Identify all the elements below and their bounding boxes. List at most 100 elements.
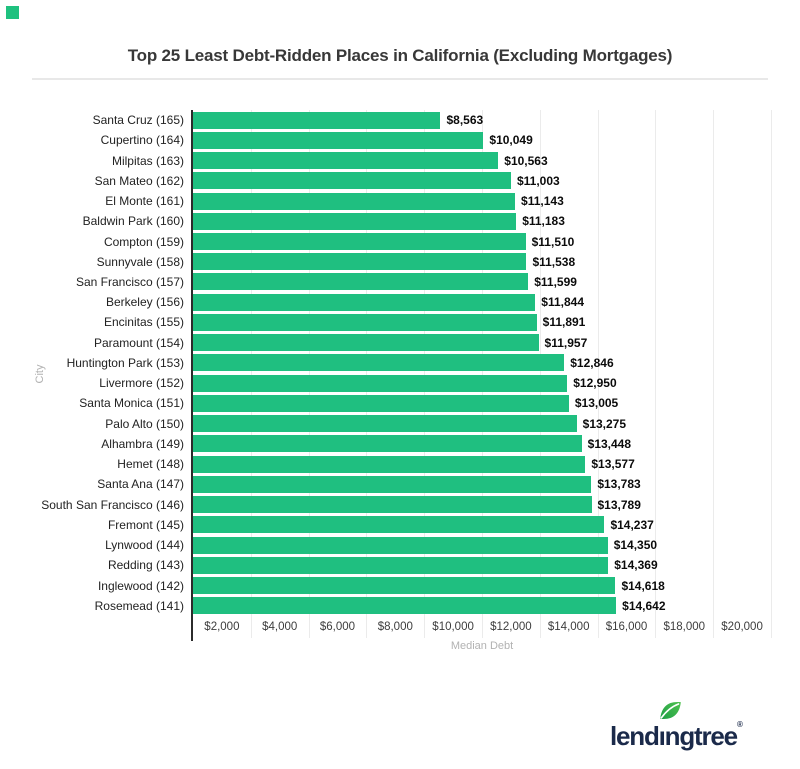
bar-row: $13,783 bbox=[193, 474, 771, 494]
bar-row: $11,599 bbox=[193, 272, 771, 292]
bar-row: $14,642 bbox=[193, 596, 771, 616]
gridline bbox=[655, 110, 657, 638]
bar-row: $13,005 bbox=[193, 393, 771, 413]
logo-wordmark: lendıngtree® bbox=[610, 720, 743, 752]
category-label: Fremont (145) bbox=[107, 517, 184, 532]
bar-row: $11,538 bbox=[193, 252, 771, 272]
category-label: El Monte (161) bbox=[105, 194, 184, 209]
category-label: Inglewood (142) bbox=[97, 578, 184, 593]
x-tick-label: $16,000 bbox=[605, 621, 648, 633]
gridline bbox=[713, 110, 715, 638]
bar bbox=[193, 516, 605, 534]
bar-value-label: $11,957 bbox=[544, 335, 588, 350]
x-tick-label: $4,000 bbox=[262, 621, 298, 633]
category-axis: Santa Cruz (165) Cupertino (164) Milpitas … bbox=[0, 110, 184, 616]
bar-row: $10,563 bbox=[193, 150, 771, 170]
category-label: South San Francisco (146) bbox=[41, 497, 184, 512]
x-tick-label: $2,000 bbox=[204, 621, 240, 633]
bar bbox=[193, 131, 484, 149]
category-label: Hemet (148) bbox=[117, 457, 184, 472]
x-tick-label: $6,000 bbox=[319, 621, 356, 633]
bar-value-label: $13,448 bbox=[587, 436, 632, 451]
bar bbox=[193, 435, 582, 453]
bar-row: $10,049 bbox=[193, 130, 771, 150]
category-label: Compton (159) bbox=[103, 234, 184, 249]
bar-value-label: $11,143 bbox=[521, 194, 564, 209]
gridline bbox=[424, 110, 426, 638]
bar-value-label: $13,783 bbox=[597, 477, 641, 492]
category-label: Baldwin Park (160) bbox=[82, 214, 184, 229]
bar-row: $14,350 bbox=[193, 535, 771, 555]
bar-row: $13,275 bbox=[193, 414, 771, 434]
bar-row: $14,618 bbox=[193, 575, 771, 595]
chart-title: Top 25 Least Debt-Ridden Places in Calif… bbox=[127, 46, 673, 65]
category-label: Berkeley (156) bbox=[105, 295, 184, 310]
gridline bbox=[771, 110, 772, 638]
bar bbox=[193, 394, 569, 412]
category-label: Santa Ana (147) bbox=[97, 477, 184, 492]
bar-value-label: $8,563 bbox=[446, 113, 484, 128]
gridline bbox=[597, 110, 599, 638]
bar-value-label: $14,618 bbox=[621, 578, 665, 593]
bar bbox=[193, 111, 441, 129]
bar-row: $12,846 bbox=[193, 353, 771, 373]
bar bbox=[193, 536, 608, 554]
x-tick-label: $8,000 bbox=[377, 621, 413, 633]
bar-value-label: $11,891 bbox=[542, 315, 586, 330]
category-label: Palo Alto (150) bbox=[105, 416, 184, 431]
bar-plot-area: $8,563 $10,049 $10,563 $11,003 $11,143 $11,18… bbox=[193, 110, 771, 616]
x-tick-label: $20,000 bbox=[721, 621, 763, 633]
lendingtree-logo: lendıngtree® bbox=[610, 696, 770, 758]
bar-value-label: $11,538 bbox=[532, 254, 576, 269]
bar bbox=[193, 556, 609, 574]
category-label: Alhambra (149) bbox=[101, 436, 184, 451]
bar-value-label: $11,844 bbox=[541, 295, 584, 310]
bar bbox=[193, 496, 592, 514]
category-label: Redding (143) bbox=[107, 558, 184, 573]
bar bbox=[193, 334, 539, 352]
category-label: Encinitas (155) bbox=[103, 315, 184, 330]
bar-value-label: $13,789 bbox=[597, 497, 641, 512]
gridline bbox=[366, 110, 368, 638]
bar-row: $14,237 bbox=[193, 515, 771, 535]
bar-row: $11,143 bbox=[193, 191, 771, 211]
category-label: Cupertino (164) bbox=[100, 133, 184, 148]
category-label: San Francisco (157) bbox=[75, 274, 184, 289]
y-axis-line bbox=[191, 110, 193, 641]
bar bbox=[193, 313, 537, 331]
bar bbox=[193, 455, 586, 473]
category-label: Huntington Park (153) bbox=[66, 355, 184, 370]
bar-row: $11,844 bbox=[193, 292, 771, 312]
gridline bbox=[308, 110, 310, 638]
bar bbox=[193, 577, 616, 594]
bar bbox=[193, 192, 516, 210]
bar-value-label: $10,563 bbox=[504, 153, 548, 168]
bar bbox=[193, 293, 536, 311]
bar-value-label: $13,275 bbox=[582, 416, 627, 431]
category-label: Paramount (154) bbox=[93, 335, 184, 350]
registered-trademark: ® bbox=[736, 720, 743, 729]
bar-value-label: $12,846 bbox=[570, 355, 614, 370]
gridlines bbox=[193, 110, 772, 638]
category-label: Sunnyvale (158) bbox=[96, 254, 184, 269]
bar-value-label: $11,510 bbox=[531, 234, 575, 249]
bar bbox=[193, 273, 529, 291]
bar-row: $11,510 bbox=[193, 231, 771, 251]
x-tick-label: $12,000 bbox=[490, 621, 532, 633]
bar bbox=[193, 475, 592, 493]
brand-square bbox=[6, 6, 19, 19]
x-axis-title: Median Debt bbox=[450, 640, 514, 652]
category-label: Santa Monica (151) bbox=[79, 396, 184, 411]
bar-value-label: $14,237 bbox=[610, 517, 654, 532]
bar-value-label: $11,599 bbox=[534, 274, 577, 289]
category-label: Lynwood (144) bbox=[105, 538, 184, 553]
bar-value-label: $13,005 bbox=[574, 396, 619, 411]
bar-value-label: $14,642 bbox=[622, 598, 666, 613]
bar-row: $11,957 bbox=[193, 333, 771, 353]
bar bbox=[193, 212, 517, 230]
x-tick-label: $18,000 bbox=[663, 621, 706, 633]
bar-row: $14,369 bbox=[193, 555, 771, 575]
category-label: Milpitas (163) bbox=[111, 153, 184, 168]
category-label: San Mateo (162) bbox=[94, 173, 184, 188]
